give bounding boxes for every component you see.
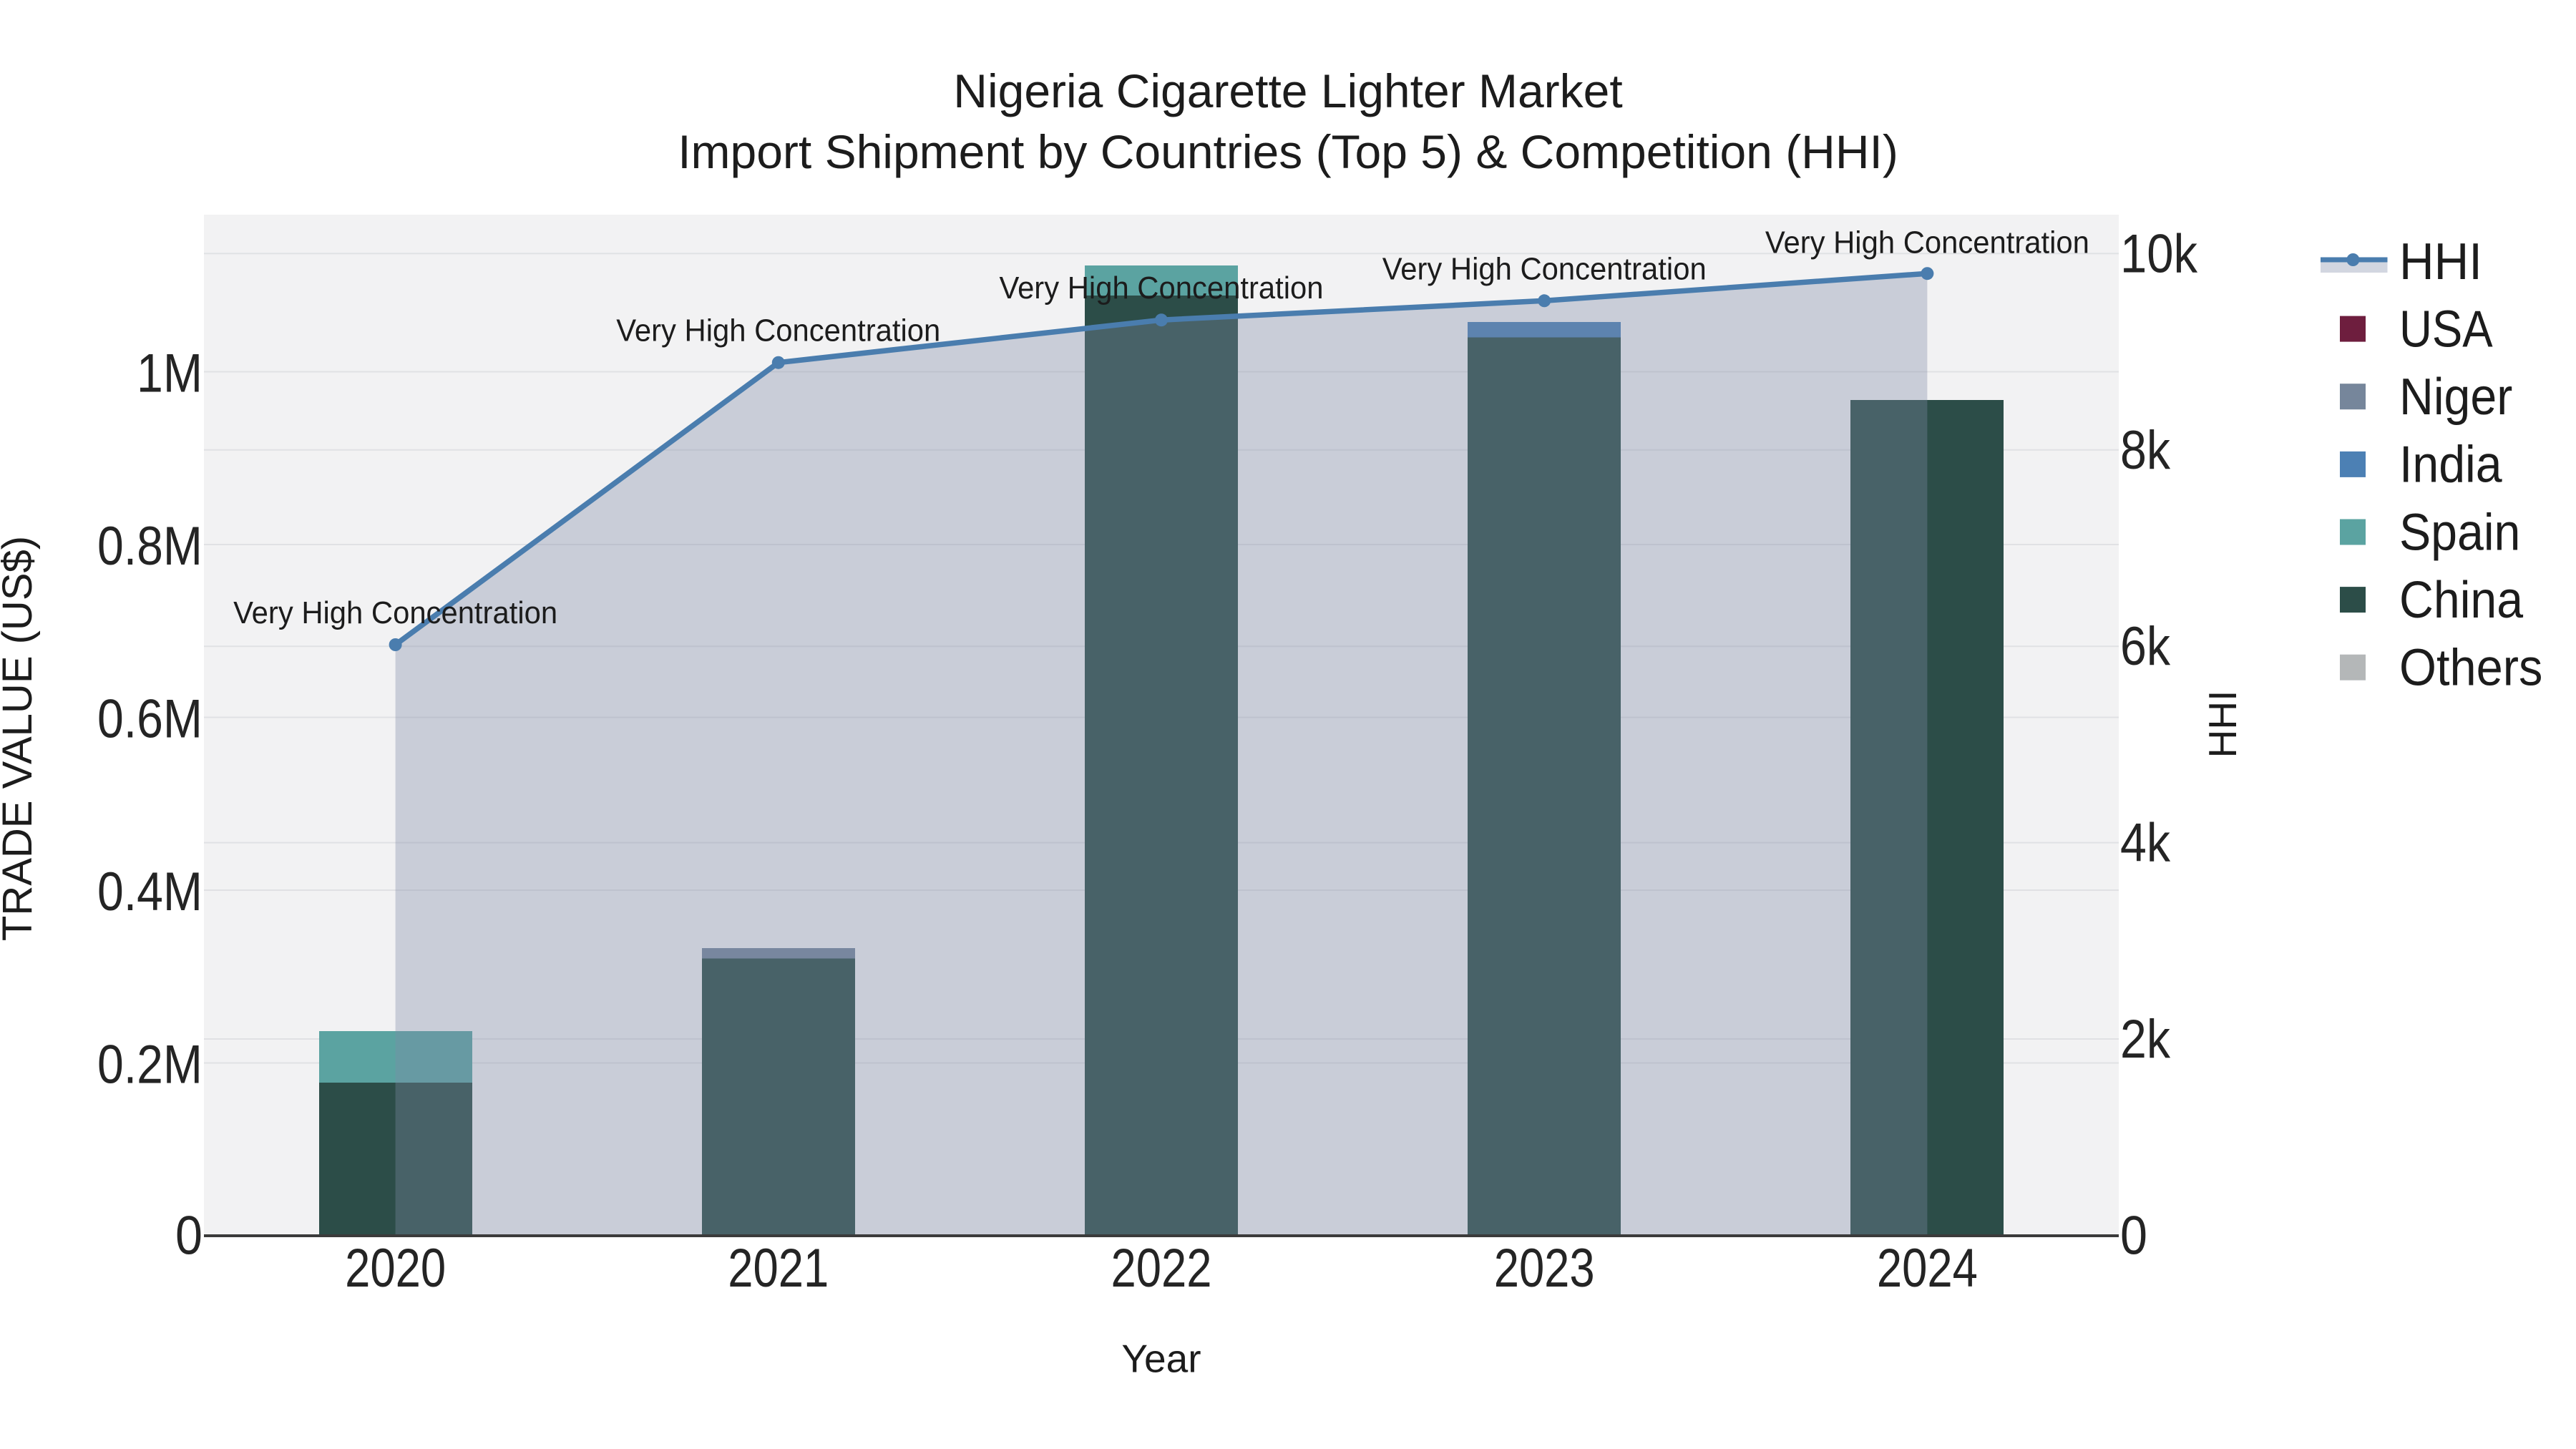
- svg-text:India: India: [2399, 436, 2502, 494]
- svg-text:USA: USA: [2399, 301, 2493, 358]
- svg-text:0.8M: 0.8M: [97, 516, 203, 577]
- svg-text:0: 0: [175, 1206, 203, 1267]
- svg-text:TRADE VALUE (US$): TRADE VALUE (US$): [0, 536, 41, 941]
- svg-text:0.4M: 0.4M: [97, 862, 203, 922]
- svg-text:0.6M: 0.6M: [97, 689, 203, 750]
- svg-text:Niger: Niger: [2399, 369, 2512, 426]
- svg-text:2020: 2020: [345, 1238, 446, 1299]
- svg-text:Import Shipment by Countries (: Import Shipment by Countries (Top 5) & C…: [678, 125, 1898, 178]
- svg-text:2k: 2k: [2120, 1009, 2171, 1070]
- svg-text:China: China: [2399, 572, 2524, 629]
- svg-text:Very High Concentration: Very High Concentration: [616, 313, 940, 348]
- svg-text:Spain: Spain: [2399, 504, 2520, 561]
- svg-text:Very High Concentration: Very High Concentration: [1382, 251, 1707, 286]
- svg-text:Year: Year: [1121, 1337, 1201, 1381]
- svg-text:Nigeria Cigarette Lighter Mark: Nigeria Cigarette Lighter Market: [953, 64, 1622, 117]
- svg-text:Very High Concentration: Very High Concentration: [1765, 225, 2089, 260]
- svg-text:10k: 10k: [2120, 223, 2198, 284]
- svg-text:0: 0: [2120, 1206, 2147, 1267]
- svg-text:Very High Concentration: Very High Concentration: [233, 595, 557, 630]
- svg-text:2021: 2021: [728, 1238, 829, 1299]
- svg-text:Others: Others: [2399, 640, 2542, 697]
- svg-text:Very High Concentration: Very High Concentration: [1000, 270, 1324, 306]
- svg-text:2023: 2023: [1494, 1238, 1595, 1299]
- svg-text:HHI: HHI: [2200, 691, 2245, 758]
- svg-text:0.2M: 0.2M: [97, 1035, 203, 1096]
- svg-text:HHI: HHI: [2399, 233, 2482, 291]
- svg-text:2024: 2024: [1877, 1238, 1978, 1299]
- svg-text:2022: 2022: [1111, 1238, 1212, 1299]
- svg-text:1M: 1M: [137, 343, 203, 404]
- svg-text:8k: 8k: [2120, 420, 2171, 481]
- svg-text:6k: 6k: [2120, 616, 2171, 677]
- svg-text:4k: 4k: [2120, 813, 2171, 874]
